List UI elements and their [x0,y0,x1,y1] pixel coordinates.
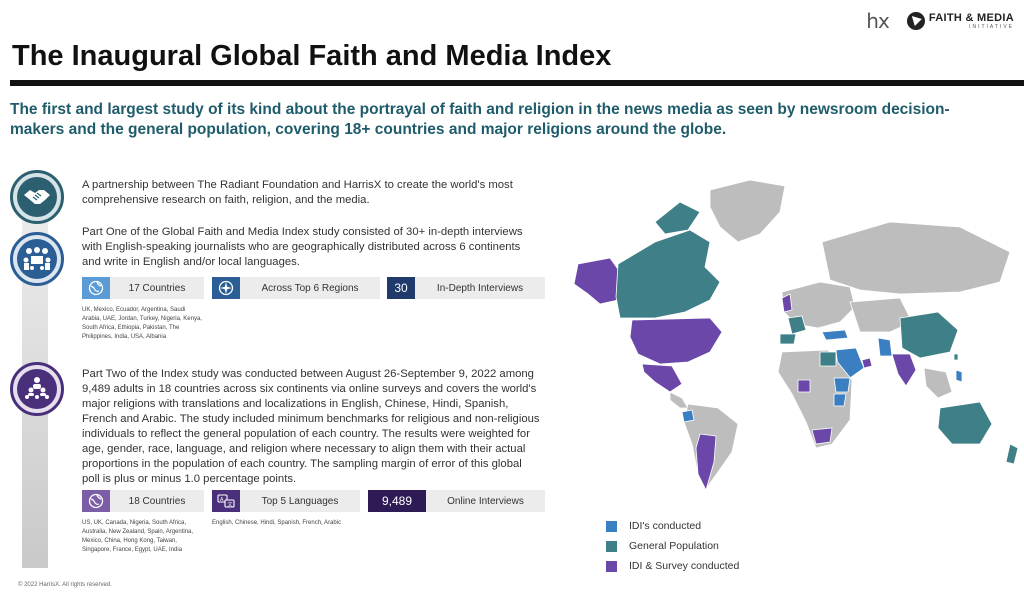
section1-icon-circle [10,170,64,224]
map-alaska [573,257,621,305]
legend-item-idi-survey: IDI & Survey conducted [606,556,739,576]
map-china [899,311,959,359]
map-greenland [709,179,786,243]
logo-group: hx FAITH & MEDIA INITIATIVE [866,8,1014,34]
legend-label: IDI & Survey conducted [629,560,740,572]
stat-value: 9,489 [368,490,426,512]
svg-text:文: 文 [228,501,233,508]
section3-icon-circle [10,362,64,416]
handshake-icon [24,190,50,204]
legend-swatch [606,560,617,572]
map-uk [781,293,793,313]
section2-icon-circle [10,232,64,286]
idi-country-list: UK, Mexico, Ecuador, Argentina, Saudi Ar… [82,307,202,340]
faith-media-logo-mark-icon [906,12,925,30]
map-russia [821,221,1011,295]
map-egypt [819,351,837,367]
map-usa [629,317,723,365]
map-kenya [833,393,847,407]
stat-label: In-Depth Interviews [436,282,524,294]
harrisx-logo: hx [866,9,889,33]
map-spain [779,333,797,345]
title-divider [10,80,1024,86]
stat-label: Online Interviews [447,495,524,507]
stat-label: Across Top 6 Regions [261,282,359,294]
map-australia [937,401,993,445]
map-new-zealand [1005,443,1019,465]
map-france [787,315,807,335]
faith-media-logo: FAITH & MEDIA INITIATIVE [906,11,1014,30]
survey-country-list: US, UK, Canada, Nigeria, South Africa, A… [82,520,194,553]
map-southeast-asia [923,367,953,399]
faith-media-logo-line1: FAITH & MEDIA [928,11,1014,24]
copyright-footer: © 2022 HarrisX. All rights reserved. [18,582,112,588]
stat-label: 17 Countries [128,282,186,294]
map-central-america [669,391,689,409]
group-meeting-icon [23,247,51,270]
map-india [891,353,917,387]
world-map [573,179,1019,492]
legend-swatch [606,540,617,552]
language-list: English, Chinese, Hindi, Spanish, French… [212,520,342,526]
map-ethiopia [833,377,851,393]
map-uae [861,357,873,369]
map-taiwan [953,353,959,361]
map-canada [615,229,721,319]
stat-label: Top 5 Languages [261,495,339,507]
map-ecuador [681,409,695,423]
stat-label: 18 Countries [128,495,186,507]
legend-item-general-population: General Population [606,536,739,556]
map-pakistan [877,337,893,357]
stat-top-6-regions: Across Top 6 Regions [212,277,380,299]
globe-icon [82,490,110,512]
stat-value: 30 [387,277,415,299]
legend-swatch [606,520,617,532]
page-subtitle: The first and largest study of its kind … [10,101,950,138]
map-turkey [821,329,849,341]
stat-30-interviews: 30 In-Depth Interviews [387,277,545,299]
stat-18-countries: 18 Countries [82,490,204,512]
map-philippines [955,369,963,383]
map-canada-arctic [654,201,701,235]
map-africa [777,349,853,449]
page-title: The Inaugural Global Faith and Media Ind… [12,40,612,72]
map-nigeria [797,379,811,393]
compass-icon [212,277,240,299]
stat-9489-interviews: 9,489 Online Interviews [368,490,545,512]
globe-icon [82,277,110,299]
svg-text:A: A [220,497,224,503]
map-argentina [695,433,717,492]
section3-text: Part Two of the Index study was conducte… [82,368,540,485]
section2-text: Part One of the Global Faith and Media I… [82,226,523,268]
map-mexico [641,363,683,393]
faith-media-logo-line2: INITIATIVE [969,23,1014,30]
hierarchy-people-icon [25,377,49,399]
map-legend: IDI's conducted General Population IDI &… [606,516,739,576]
stat-17-countries: 17 Countries [82,277,204,299]
legend-label: General Population [629,540,719,552]
legend-item-idi: IDI's conducted [606,516,739,536]
map-south-africa [811,427,833,445]
legend-label: IDI's conducted [629,520,702,532]
section1-text: A partnership between The Radiant Founda… [82,179,513,206]
